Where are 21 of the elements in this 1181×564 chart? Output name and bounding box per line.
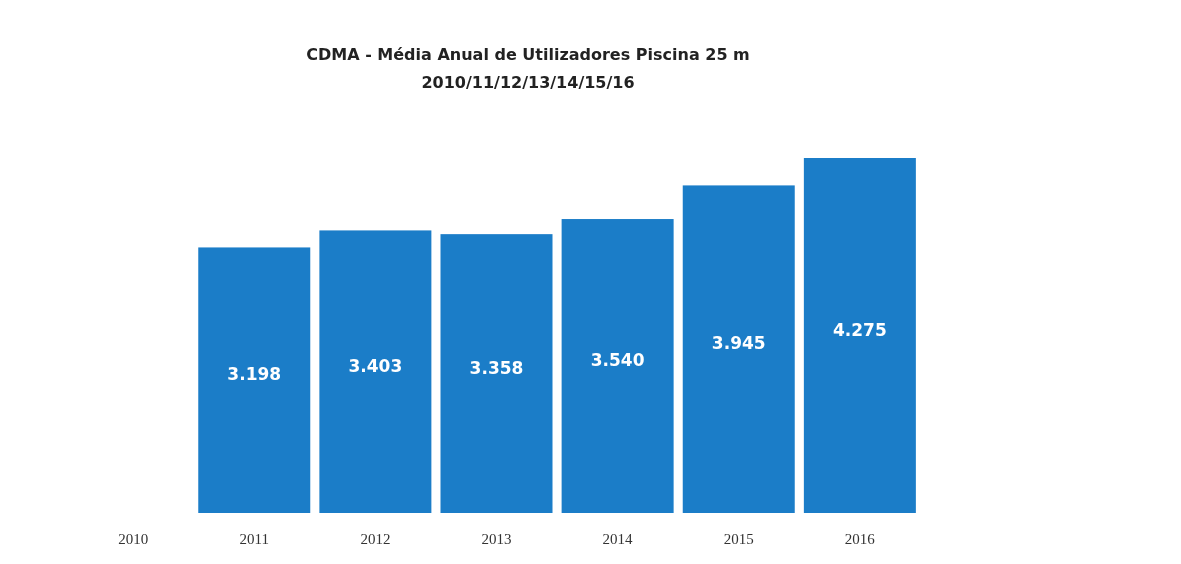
x-tick-label: 2014 [602,531,634,547]
data-label: 4.275 [832,319,887,340]
x-tick-label: 2011 [239,531,269,547]
chart-subtitle: 2010/11/12/13/14/15/16 [421,73,635,92]
bar [198,247,311,513]
x-tick-label: 2012 [360,531,391,547]
data-label: 3.945 [711,333,766,354]
chart-title: CDMA - Média Anual de Utilizadores Piscina 25 m [306,45,750,64]
bar [319,230,432,513]
bar [561,219,674,513]
bar [682,185,795,513]
data-label: 3.198 [227,364,282,385]
x-tick-label: 2016 [844,531,876,547]
bar [440,234,553,513]
data-label: 3.540 [590,350,645,371]
data-label: 3.403 [348,355,403,376]
x-tick-label: 2015 [723,531,754,547]
x-tick-label: 2013 [481,531,512,547]
x-tick-label: 2010 [118,531,149,547]
bar [803,158,916,513]
data-label: 3.358 [469,357,524,378]
